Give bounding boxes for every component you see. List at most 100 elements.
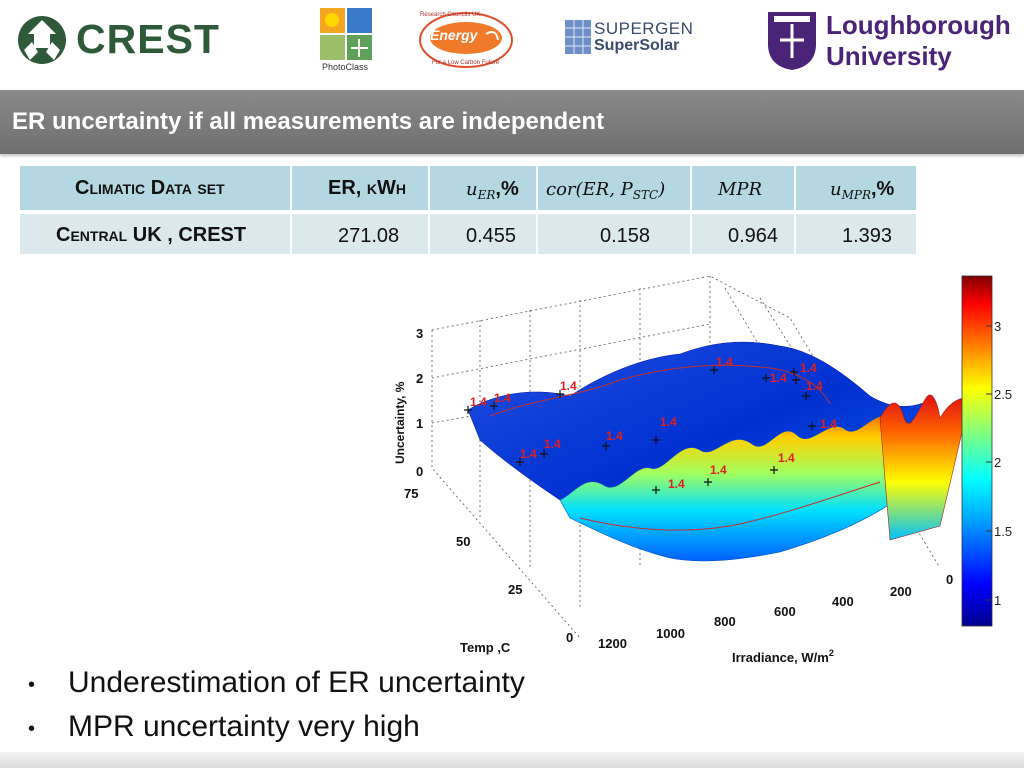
data-point-marker (652, 486, 660, 494)
photoclass-logo-text: PhotoClass (321, 62, 369, 72)
y-axis-label: Irradiance, W/m2 (732, 648, 834, 665)
surface-front (559, 415, 891, 562)
contour-label: 1.4 (770, 371, 787, 385)
colorbar-tick-label: 3 (994, 319, 1001, 334)
contour-label: 1.4 (806, 379, 823, 393)
data-point-marker (540, 450, 548, 458)
colorbar-tick-label: 2 (994, 455, 1001, 470)
university-crest-icon (768, 12, 816, 70)
energy-logo-icon (419, 12, 513, 68)
table-header-cell (430, 166, 538, 210)
cell-u-mpr: 1.393 (842, 225, 893, 247)
z-tick-label: 0 (416, 464, 423, 479)
z-tick-label: 3 (416, 326, 423, 341)
slide-title: ER uncertainty if all measurements are i… (12, 108, 605, 135)
header-u-er: uER,% (466, 178, 519, 202)
table-data-cell (20, 214, 292, 254)
energy-logo-bottom-text: For a Low Carbon Future (432, 60, 500, 66)
university-name-line1: Loughborough (826, 10, 1011, 40)
uncertainty-surface-chart: 3 2 1 0 75 50 25 0 1200 1000 800 600 400… (393, 275, 1012, 665)
supergen-logo-line2: SuperSolar (594, 37, 680, 54)
marker-group (464, 366, 816, 494)
x-axis-label: Temp ,C (460, 640, 511, 655)
contour-label: 1.4 (520, 447, 537, 461)
irradiance-tick-label: 600 (774, 604, 796, 619)
header-u-mpr: uMPR,% (830, 178, 895, 202)
data-point-marker (464, 406, 472, 414)
bullet-marker: • (28, 718, 36, 740)
data-point-marker (710, 366, 718, 374)
irradiance-tick-label: 800 (714, 614, 736, 629)
contour-label: 1.4 (778, 451, 795, 465)
contour-label-group: 1.4 1.4 1.4 1.4 1.4 1.4 1.4 1.4 1.4 1.4 1.4 1.4 1.4 1… (470, 355, 837, 491)
table-header-cell (692, 166, 796, 210)
photoclass-logo-icon (320, 8, 372, 60)
data-point-marker (770, 466, 778, 474)
data-point-marker (704, 478, 712, 486)
temp-tick-label: 75 (404, 486, 418, 501)
surface-right (879, 394, 971, 541)
temp-tick-label: 25 (508, 582, 522, 597)
contour-label: 1.4 (710, 463, 727, 477)
table-data-cell (292, 214, 430, 254)
temp-tick-label: 50 (456, 534, 470, 549)
contour-label: 1.4 (668, 477, 685, 491)
supergen-logo-icon (565, 20, 591, 54)
bottom-strip (0, 752, 1024, 768)
contour-label: 1.4 (544, 437, 561, 451)
energy-logo-text: Energy (430, 27, 478, 43)
contour-label: 1.4 (470, 395, 487, 409)
energy-logo-top-text: Research Councils UK (420, 12, 481, 18)
supergen-logo-line1: SUPERGEN (594, 19, 694, 38)
table-data-cell (796, 214, 916, 254)
contour-line (579, 481, 881, 531)
data-point-marker (652, 436, 660, 444)
header-mpr: MPR (718, 179, 763, 200)
cell-mpr: 0.964 (728, 225, 779, 247)
irradiance-tick-label: 400 (832, 594, 854, 609)
temp-tick-label: 0 (566, 630, 573, 645)
colorbar-tick-label: 1.5 (994, 524, 1012, 539)
colorbar-tick-label: 1 (994, 593, 1001, 608)
contour-label: 1.4 (716, 355, 733, 369)
header-correlation: cor(ER, PSTC) (546, 179, 666, 202)
university-name-line2: University (826, 41, 952, 71)
data-point-marker (556, 390, 564, 398)
data-point-marker (792, 376, 800, 384)
data-point-marker (808, 422, 816, 430)
crest-logo-icon (18, 16, 66, 64)
table-data-cell (692, 214, 796, 254)
colorbar (961, 275, 993, 627)
contour-label: 1.4 (660, 415, 677, 429)
cell-dataset: Central UK , CREST (56, 224, 247, 246)
crest-logo-text: CREST (76, 16, 220, 62)
colorbar-tick-label: 2.5 (994, 387, 1012, 402)
table-data-cell (430, 214, 538, 254)
bullet-item: MPR uncertainty very high (68, 710, 420, 743)
contour-label: 1.4 (560, 379, 577, 393)
table-header-cell (538, 166, 692, 210)
contour-label: 1.4 (800, 361, 817, 375)
header-er: ER, kWh (328, 177, 406, 199)
contour-label: 1.4 (494, 391, 511, 405)
data-point-marker (602, 442, 610, 450)
header-dataset: Climatic Data set (75, 177, 225, 199)
table-header-cell (20, 166, 292, 210)
contour-label: 1.4 (606, 429, 623, 443)
z-axis-label: Uncertainty, % (393, 381, 407, 464)
cell-correlation: 0.158 (600, 225, 651, 247)
irradiance-tick-label: 0 (946, 572, 953, 587)
data-point-marker (762, 374, 770, 382)
cell-er: 271.08 (338, 225, 400, 247)
bullet-item: Underestimation of ER uncertainty (68, 666, 525, 699)
contour-line (489, 364, 831, 417)
data-point-marker (516, 458, 524, 466)
contour-label: 1.4 (820, 417, 837, 431)
title-bar (0, 90, 1024, 154)
bullet-marker: • (28, 674, 36, 696)
z-tick-label: 1 (416, 416, 423, 431)
data-point-marker (790, 368, 798, 376)
table-header-cell (292, 166, 430, 210)
table-header-cell (796, 166, 916, 210)
z-tick-label: 2 (416, 371, 423, 386)
